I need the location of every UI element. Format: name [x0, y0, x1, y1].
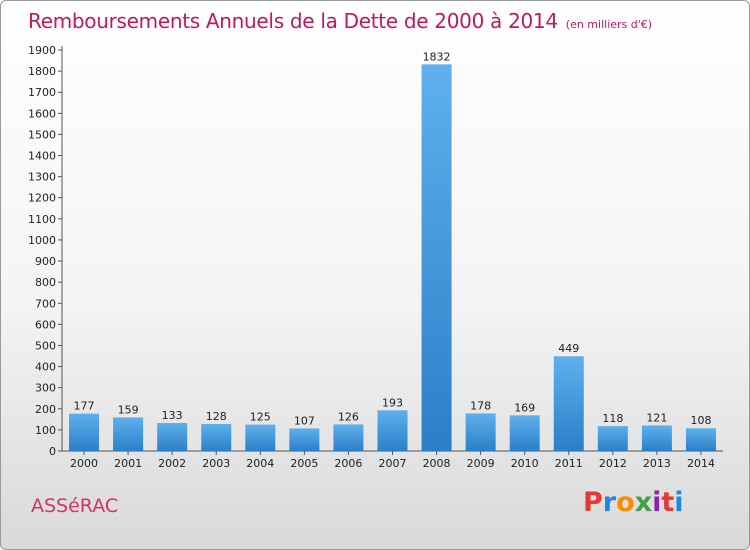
data-label: 169: [514, 401, 535, 414]
y-tick-label: 1100: [28, 213, 56, 226]
y-tick-label: 1500: [28, 128, 56, 141]
chart-title: Remboursements Annuels de la Dette de 20…: [28, 9, 652, 33]
y-tick-label: 900: [35, 255, 56, 268]
y-tick-label: 1400: [28, 150, 56, 163]
data-label: 1832: [423, 50, 451, 63]
y-tick-label: 100: [35, 424, 56, 437]
logo-letter: P: [583, 487, 603, 518]
bar-2014: [685, 428, 716, 451]
bar-2009: [465, 413, 496, 451]
x-tick-label: 2000: [70, 457, 98, 470]
data-label: 133: [162, 409, 183, 422]
logo-letter: o: [616, 487, 635, 518]
x-tick-label: 2008: [423, 457, 451, 470]
x-tick-label: 2004: [246, 457, 274, 470]
data-label: 159: [118, 403, 139, 416]
y-tick-label: 800: [35, 276, 56, 289]
bar-2000: [69, 413, 100, 451]
data-label: 128: [206, 410, 227, 423]
logo-letter: x: [634, 487, 653, 518]
data-label: 177: [74, 400, 95, 413]
bar-2001: [113, 417, 144, 451]
x-tick-label: 2001: [114, 457, 142, 470]
logo-letter: t: [661, 487, 675, 518]
chart-title-text: Remboursements Annuels de la Dette de 20…: [28, 9, 558, 33]
y-tick-label: 0: [49, 445, 56, 458]
bar-2006: [333, 424, 364, 451]
y-tick-label: 400: [35, 361, 56, 374]
x-tick-label: 2007: [379, 457, 407, 470]
x-tick-label: 2005: [290, 457, 318, 470]
city-name: ASSéRAC: [31, 495, 119, 517]
bar-2002: [157, 422, 188, 451]
bar-2005: [289, 428, 320, 451]
y-tick-label: 1800: [28, 65, 56, 78]
y-tick-label: 700: [35, 297, 56, 310]
y-tick-label: 1600: [28, 107, 56, 120]
data-label: 178: [470, 399, 491, 412]
bar-2004: [245, 424, 276, 451]
y-tick-label: 1000: [28, 234, 56, 247]
y-tick-label: 200: [35, 403, 56, 416]
y-tick-label: 1200: [28, 192, 56, 205]
y-tick-label: 1700: [28, 86, 56, 99]
data-label: 108: [690, 414, 711, 427]
y-tick-label: 600: [35, 318, 56, 331]
x-tick-label: 2010: [511, 457, 539, 470]
data-label: 121: [646, 411, 667, 424]
x-tick-label: 2011: [555, 457, 583, 470]
x-tick-label: 2014: [687, 457, 715, 470]
y-tick-label: 500: [35, 339, 56, 352]
y-tick-label: 300: [35, 382, 56, 395]
unit-label: (en milliers d'€): [565, 18, 653, 31]
bar-2012: [597, 426, 628, 451]
logo-letter: i: [674, 487, 684, 518]
logo-letter: i: [652, 487, 662, 518]
bar-2003: [201, 423, 232, 451]
bar-2008: [421, 64, 452, 452]
data-label: 449: [558, 342, 579, 355]
x-tick-label: 2009: [467, 457, 495, 470]
y-tick-label: 1900: [28, 44, 56, 57]
data-label: 118: [602, 412, 623, 425]
x-tick-label: 2002: [158, 457, 186, 470]
x-tick-label: 2003: [202, 457, 230, 470]
logo-letter: r: [602, 487, 617, 518]
data-label: 107: [294, 414, 315, 427]
bar-2011: [553, 356, 584, 451]
x-tick-label: 2012: [599, 457, 627, 470]
bar-2013: [641, 425, 672, 451]
bar-2010: [509, 415, 540, 451]
bar-2007: [377, 410, 408, 451]
x-tick-label: 2006: [334, 457, 362, 470]
y-tick-label: 1300: [28, 171, 56, 184]
data-label: 126: [338, 410, 359, 423]
proxiti-logo: Proxiti: [583, 487, 684, 518]
data-label: 125: [250, 411, 271, 424]
x-tick-label: 2013: [643, 457, 671, 470]
data-label: 193: [382, 396, 403, 409]
